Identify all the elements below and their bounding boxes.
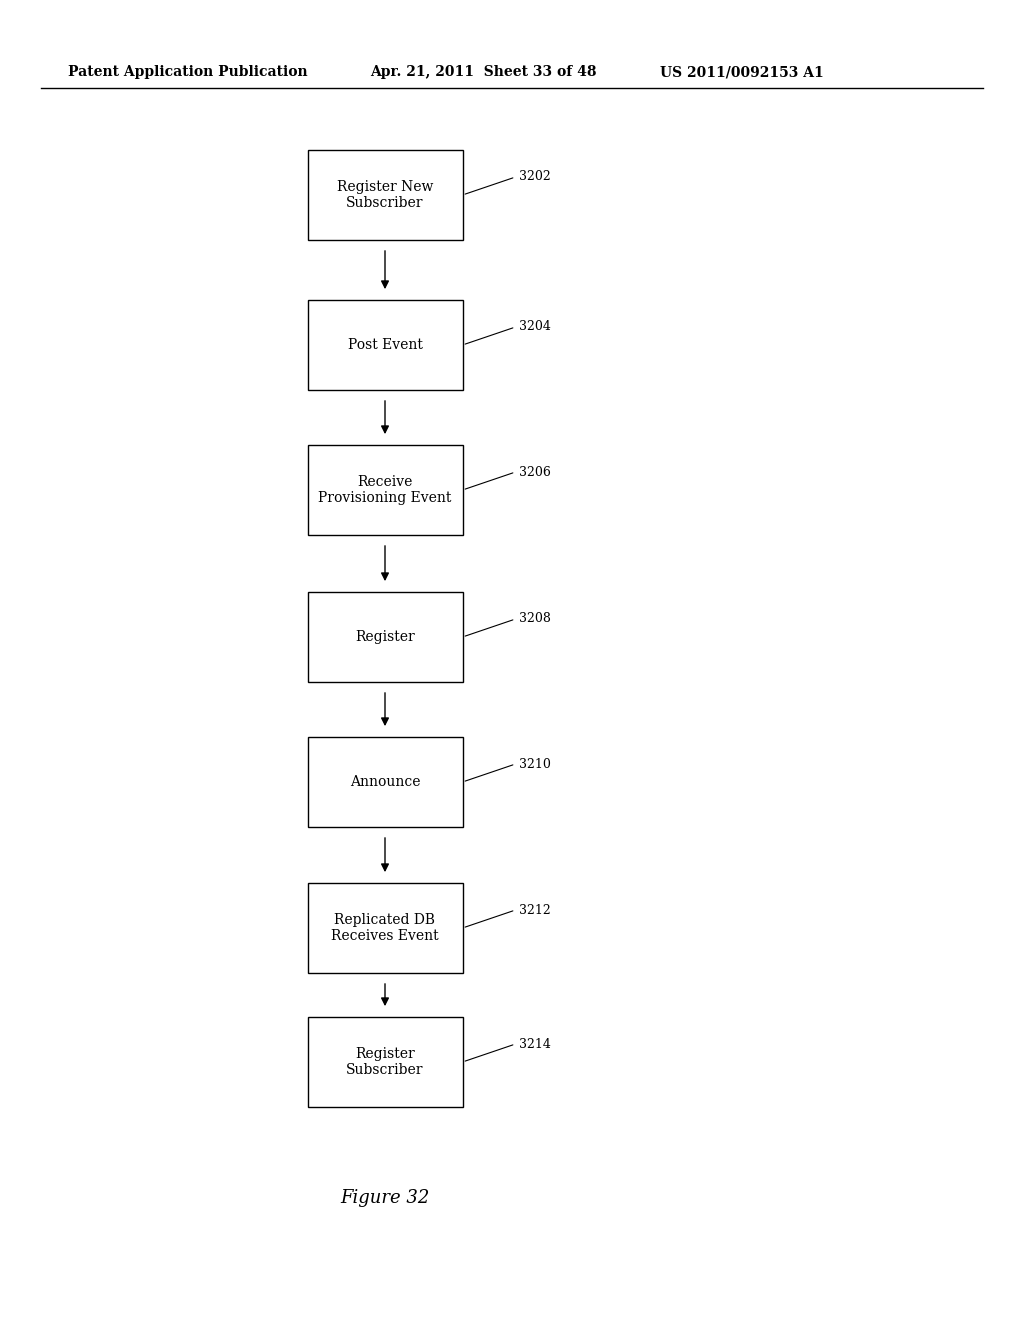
Text: 3206: 3206	[519, 466, 551, 479]
Text: Patent Application Publication: Patent Application Publication	[68, 65, 307, 79]
Text: Register: Register	[355, 630, 415, 644]
Text: 3204: 3204	[519, 321, 551, 334]
Text: 3202: 3202	[519, 170, 551, 183]
FancyBboxPatch shape	[307, 591, 463, 682]
FancyBboxPatch shape	[307, 737, 463, 828]
Text: 3214: 3214	[519, 1038, 551, 1051]
Text: Register
Subscriber: Register Subscriber	[346, 1047, 424, 1077]
Text: Post Event: Post Event	[347, 338, 423, 352]
Text: Announce: Announce	[350, 775, 420, 789]
FancyBboxPatch shape	[307, 1016, 463, 1107]
Text: Replicated DB
Receives Event: Replicated DB Receives Event	[331, 913, 439, 942]
Text: Figure 32: Figure 32	[340, 1189, 430, 1206]
Text: Apr. 21, 2011  Sheet 33 of 48: Apr. 21, 2011 Sheet 33 of 48	[370, 65, 597, 79]
FancyBboxPatch shape	[307, 150, 463, 240]
FancyBboxPatch shape	[307, 445, 463, 535]
Text: 3212: 3212	[519, 903, 551, 916]
Text: Register New
Subscriber: Register New Subscriber	[337, 180, 433, 210]
Text: 3210: 3210	[519, 758, 551, 771]
FancyBboxPatch shape	[307, 883, 463, 973]
Text: US 2011/0092153 A1: US 2011/0092153 A1	[660, 65, 823, 79]
Text: Receive
Provisioning Event: Receive Provisioning Event	[318, 475, 452, 506]
FancyBboxPatch shape	[307, 300, 463, 389]
Text: 3208: 3208	[519, 612, 551, 626]
